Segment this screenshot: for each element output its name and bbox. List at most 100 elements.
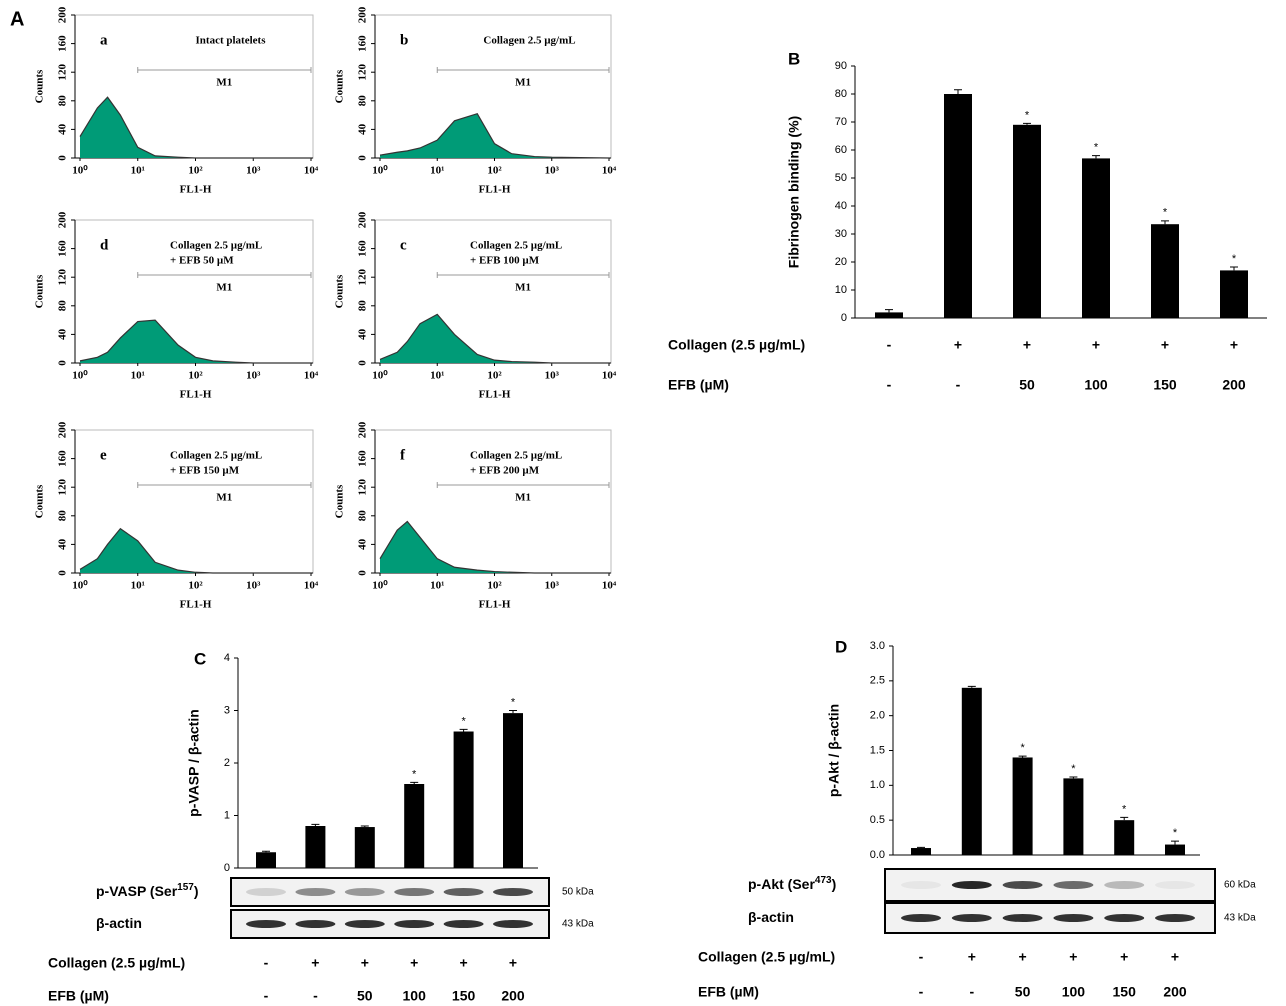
panel-title: Collagen 2.5 µg/mL [170, 450, 262, 462]
bar [1151, 224, 1179, 318]
bar [875, 312, 903, 318]
bar [1063, 778, 1084, 855]
x-axis-label: FL1-H [479, 389, 511, 401]
y-tick-label: 40 [835, 200, 847, 212]
panel-label: B [788, 49, 800, 68]
panel-letter: a [100, 32, 108, 48]
y-tick-label: 30 [835, 228, 847, 240]
blot-band [246, 888, 286, 896]
bar [944, 94, 972, 318]
significance: * [1025, 109, 1030, 121]
blot-band [443, 888, 484, 896]
y-axis-label: Counts [34, 69, 46, 103]
blot-band [951, 881, 992, 889]
row-value: - [969, 984, 974, 1000]
error-bar [311, 823, 320, 826]
blot-band [246, 920, 286, 928]
y-tick-label: 80 [357, 95, 369, 107]
row-value: - [264, 955, 269, 971]
x-tick-label: 10¹ [131, 580, 145, 592]
error-bar [917, 846, 925, 849]
x-axis-label: FL1-H [180, 184, 212, 196]
row-value: - [887, 337, 892, 353]
panel-title: Collagen 2.5 µg/mL [470, 240, 562, 252]
panel-title: + EFB 150 µM [170, 465, 240, 477]
x-tick-label: 10⁴ [602, 165, 617, 177]
histogram-area [380, 521, 609, 573]
bar [354, 827, 375, 868]
blot-band [394, 888, 435, 896]
blot-band [901, 881, 941, 889]
y-tick-label: 0 [57, 570, 69, 576]
histogram-line [79, 96, 311, 159]
y-axis-label: Counts [334, 484, 346, 518]
significance: * [1173, 827, 1178, 839]
gate-label: M1 [515, 77, 531, 89]
y-tick-label: 40 [57, 538, 69, 550]
y-tick-label: 0 [57, 155, 69, 161]
row-value: 100 [1062, 984, 1086, 1000]
y-tick-label: 120 [357, 63, 369, 80]
x-tick-label: 10⁰ [72, 165, 88, 177]
y-tick-label: 40 [57, 123, 69, 135]
x-tick-label: 10¹ [430, 580, 444, 592]
blot-band [344, 920, 385, 928]
panel-title: Collagen 2.5 µg/mL [170, 240, 262, 252]
blot-band [295, 888, 336, 896]
panel-title: + EFB 200 µM [470, 465, 540, 477]
bar [961, 687, 982, 855]
histogram-line [379, 520, 609, 574]
error-bar [1069, 776, 1078, 779]
panel-title: + EFB 50 µM [170, 255, 234, 267]
histogram-line [79, 319, 311, 364]
x-tick-label: 10² [487, 370, 502, 382]
blot-band [493, 920, 533, 928]
row-value: - [919, 984, 924, 1000]
histogram-line [379, 313, 609, 364]
y-tick-label: 40 [357, 538, 369, 550]
gate-label: M1 [515, 492, 531, 504]
blot-band [443, 920, 484, 928]
x-tick-label: 10² [188, 580, 203, 592]
y-tick-label: 80 [357, 300, 369, 312]
blot-band [295, 920, 336, 928]
x-tick-label: 10⁰ [372, 370, 388, 382]
error-bar [1230, 266, 1238, 271]
row-value: + [1023, 337, 1031, 353]
x-tick-label: 10³ [545, 580, 560, 592]
blot-label-sup: 473 [815, 875, 832, 886]
y-tick-label: 0 [57, 360, 69, 366]
blot-label: β-actin [96, 915, 142, 931]
row-value: - [919, 949, 924, 965]
y-tick-label: 160 [57, 240, 69, 257]
y-tick-label: 80 [57, 300, 69, 312]
bar [305, 826, 326, 868]
panel-title: Collagen 2.5 µg/mL [470, 450, 562, 462]
y-tick-label: 40 [357, 123, 369, 135]
y-tick-label: 120 [357, 268, 369, 285]
row-value: - [887, 377, 892, 393]
y-tick-label: 10 [835, 284, 847, 296]
row-value: + [509, 955, 517, 971]
y-tick-label: 80 [357, 510, 369, 522]
panel-label: A [10, 8, 24, 30]
significance: * [461, 715, 466, 727]
x-tick-label: 10³ [545, 370, 560, 382]
blot-label-text: p-Akt (Ser [748, 876, 815, 892]
x-tick-label: 10⁴ [304, 165, 319, 177]
y-tick-label: 80 [57, 510, 69, 522]
y-tick-label: 160 [57, 450, 69, 467]
x-tick-label: 10³ [246, 370, 261, 382]
row-value: + [1092, 337, 1100, 353]
error-bar [1161, 220, 1169, 225]
error-bar [262, 850, 270, 853]
y-tick-label: 120 [357, 478, 369, 495]
blot-size: 60 kDa [1224, 880, 1256, 891]
blot-label: p-Akt (Ser473) [748, 875, 836, 892]
blot-size: 50 kDa [562, 887, 594, 898]
row-label: Collagen (2.5 µg/mL) [698, 949, 835, 965]
y-axis-label: Counts [334, 69, 346, 103]
blot-band [1104, 914, 1145, 922]
y-tick-label: 160 [357, 35, 369, 52]
